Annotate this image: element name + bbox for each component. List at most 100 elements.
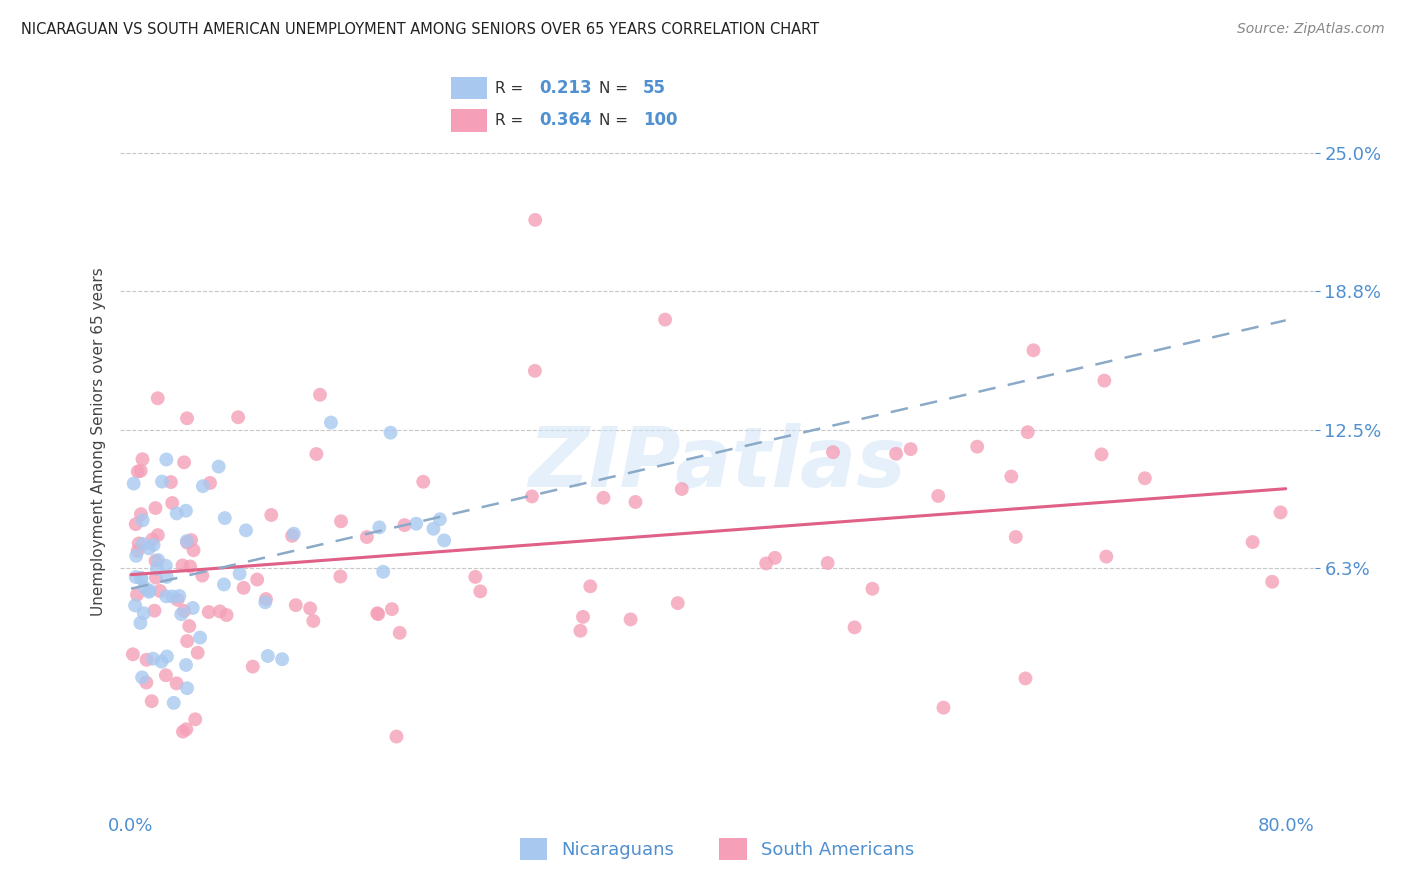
Point <box>181 601 204 615</box>
Point <box>429 512 451 526</box>
Point <box>146 391 169 405</box>
Point <box>198 475 221 490</box>
Point <box>283 526 305 541</box>
Point <box>176 681 198 696</box>
Point <box>125 570 148 584</box>
Point <box>394 518 416 533</box>
Point <box>163 696 186 710</box>
Point <box>405 516 427 531</box>
Text: N =: N = <box>599 80 633 95</box>
Point <box>260 508 283 522</box>
Point <box>191 479 214 493</box>
Point <box>176 722 198 736</box>
Point <box>146 553 169 567</box>
Text: R =: R = <box>495 80 529 95</box>
Point <box>143 604 166 618</box>
Point <box>134 581 156 595</box>
Point <box>208 604 231 618</box>
Point <box>470 584 492 599</box>
Point <box>464 570 486 584</box>
Point <box>1014 672 1036 686</box>
Point <box>125 517 148 532</box>
Point <box>366 606 388 620</box>
Point <box>299 601 322 615</box>
Point <box>146 562 169 576</box>
Point <box>755 557 778 571</box>
Point <box>129 571 152 585</box>
Point <box>520 490 543 504</box>
Point <box>145 554 167 568</box>
Point <box>1000 469 1022 483</box>
Point <box>242 659 264 673</box>
Point <box>246 573 269 587</box>
Point <box>138 541 160 556</box>
Point <box>900 442 922 457</box>
Point <box>122 476 145 491</box>
Point <box>666 596 689 610</box>
Text: 55: 55 <box>643 79 666 97</box>
Point <box>256 648 278 663</box>
Point <box>932 700 955 714</box>
Point <box>129 571 152 585</box>
Point <box>179 559 201 574</box>
Point <box>146 528 169 542</box>
Point <box>132 513 155 527</box>
Point <box>1270 505 1292 519</box>
Point <box>135 653 157 667</box>
Point <box>145 501 167 516</box>
Point <box>572 610 595 624</box>
Point <box>860 582 883 596</box>
Point <box>381 602 404 616</box>
Point <box>166 592 188 607</box>
Point <box>367 607 389 622</box>
Point <box>172 558 194 573</box>
Point <box>129 464 152 478</box>
Point <box>176 634 198 648</box>
Point <box>166 507 188 521</box>
Point <box>127 465 149 479</box>
Point <box>173 455 195 469</box>
Point <box>183 543 205 558</box>
Point <box>385 730 408 744</box>
Point <box>1092 374 1115 388</box>
Text: N =: N = <box>599 112 633 128</box>
Point <box>135 675 157 690</box>
Point <box>228 566 250 581</box>
Point <box>579 579 602 593</box>
Point <box>169 589 191 603</box>
Point <box>174 657 197 672</box>
Point <box>284 598 307 612</box>
Point <box>180 533 202 547</box>
Point <box>271 652 294 666</box>
Point <box>145 571 167 585</box>
Point <box>131 452 153 467</box>
Point <box>188 631 211 645</box>
Text: 100: 100 <box>643 112 678 129</box>
Point <box>433 533 456 548</box>
Point <box>141 533 163 547</box>
Point <box>172 724 194 739</box>
Point <box>966 440 988 454</box>
Point <box>821 445 844 459</box>
Point <box>569 624 592 638</box>
Point <box>155 558 177 573</box>
Legend: Nicaraguans, South Americans: Nicaraguans, South Americans <box>513 831 921 868</box>
Point <box>138 583 160 598</box>
Point <box>176 535 198 549</box>
Point <box>592 491 614 505</box>
Point <box>373 565 395 579</box>
Point <box>142 651 165 665</box>
Point <box>388 625 411 640</box>
Text: NICARAGUAN VS SOUTH AMERICAN UNEMPLOYMENT AMONG SENIORS OVER 65 YEARS CORRELATIO: NICARAGUAN VS SOUTH AMERICAN UNEMPLOYMEN… <box>21 22 820 37</box>
Point <box>156 570 179 584</box>
Point <box>132 606 155 620</box>
Point <box>122 648 145 662</box>
Point <box>624 495 647 509</box>
Point <box>208 459 231 474</box>
Point <box>763 550 786 565</box>
Point <box>162 590 184 604</box>
Point <box>127 543 149 558</box>
Point <box>330 514 353 528</box>
Point <box>1095 549 1118 564</box>
Point <box>844 620 866 634</box>
